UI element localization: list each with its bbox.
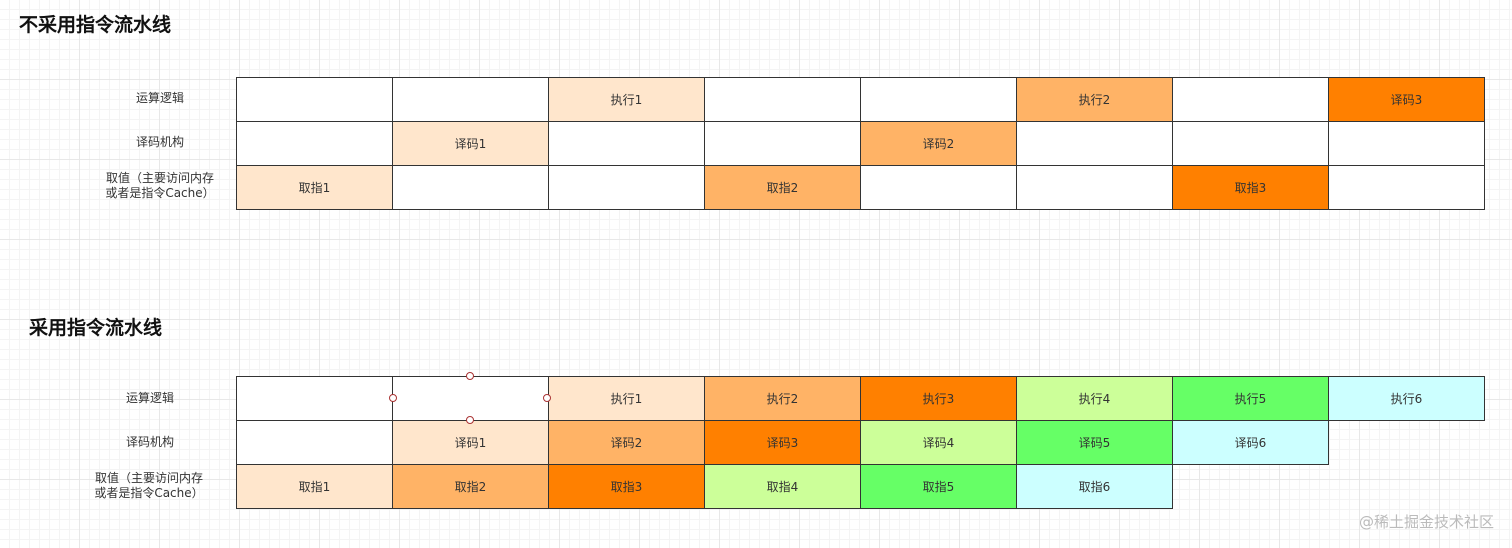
timeline-cell[interactable]: 取指4 <box>704 464 861 509</box>
section1-label-fetch-line1: 取值（主要访问内存 <box>105 171 214 185</box>
section2-timeline-grid: 执行1 执行2 执行3 执行4 执行5 执行6 译码1 译码2 译码3 译码4 译码5 译码6 取指1 取… <box>236 376 1485 509</box>
timeline-cell[interactable] <box>860 77 1017 122</box>
timeline-cell <box>1173 465 1329 509</box>
section2-label-decode: 译码机构 <box>125 435 174 449</box>
timeline-cell[interactable]: 译码3 <box>704 420 861 465</box>
timeline-cell[interactable]: 译码5 <box>1016 420 1173 465</box>
timeline-cell[interactable]: 执行2 <box>1016 77 1173 122</box>
timeline-cell[interactable] <box>236 376 393 421</box>
section1-label-fetch-line2: 或者是指令Cache） <box>105 186 215 200</box>
section2-label-fetch-line2: 或者是指令Cache） <box>94 486 204 500</box>
timeline-cell[interactable]: 取指5 <box>860 464 1017 509</box>
section1-label-fetch: 取值（主要访问内存 或者是指令Cache） <box>90 171 230 201</box>
timeline-cell[interactable] <box>236 420 393 465</box>
selection-handle-left[interactable] <box>389 394 397 402</box>
timeline-cell[interactable] <box>1016 165 1173 210</box>
timeline-cell[interactable] <box>1172 121 1329 166</box>
timeline-cell[interactable]: 译码4 <box>860 420 1017 465</box>
timeline-cell[interactable] <box>1172 77 1329 122</box>
timeline-cell[interactable] <box>236 121 393 166</box>
timeline-cell[interactable]: 执行5 <box>1172 376 1329 421</box>
selection-handle-right[interactable] <box>543 394 551 402</box>
timeline-cell[interactable]: 执行3 <box>860 376 1017 421</box>
timeline-cell[interactable] <box>392 165 549 210</box>
section2-label-exec: 运算逻辑 <box>125 391 174 405</box>
timeline-cell[interactable] <box>548 121 705 166</box>
timeline-cell[interactable] <box>392 77 549 122</box>
section2-title: 采用指令流水线 <box>29 317 163 339</box>
section1-label-exec: 运算逻辑 <box>135 91 184 105</box>
timeline-cell[interactable] <box>704 77 861 122</box>
timeline-cell[interactable]: 取指3 <box>548 464 705 509</box>
timeline-cell <box>1329 421 1485 465</box>
timeline-cell[interactable]: 执行1 <box>548 77 705 122</box>
timeline-cell[interactable]: 取指6 <box>1016 464 1173 509</box>
section2-label-fetch-line1: 取值（主要访问内存 <box>94 471 203 485</box>
timeline-cell[interactable]: 译码3 <box>1328 77 1485 122</box>
timeline-cell[interactable]: 译码6 <box>1172 420 1329 465</box>
timeline-cell[interactable] <box>704 121 861 166</box>
timeline-cell[interactable]: 译码1 <box>392 420 549 465</box>
watermark: @稀土掘金技术社区 <box>1358 513 1494 531</box>
timeline-cell <box>1329 465 1485 509</box>
timeline-cell[interactable]: 执行4 <box>1016 376 1173 421</box>
timeline-cell[interactable]: 取指2 <box>392 464 549 509</box>
timeline-cell[interactable] <box>1328 121 1485 166</box>
timeline-cell[interactable]: 取指2 <box>704 165 861 210</box>
timeline-cell[interactable] <box>860 165 1017 210</box>
timeline-cell[interactable] <box>1328 165 1485 210</box>
timeline-cell[interactable] <box>236 77 393 122</box>
timeline-cell[interactable]: 取指1 <box>236 165 393 210</box>
timeline-cell[interactable] <box>392 376 549 421</box>
timeline-cell[interactable]: 取指1 <box>236 464 393 509</box>
timeline-cell[interactable]: 执行2 <box>704 376 861 421</box>
section1-timeline-grid: 执行1 执行2 译码3 译码1 译码2 取指1 取指2 取指3 <box>236 77 1485 210</box>
section1-title: 不采用指令流水线 <box>19 14 172 36</box>
timeline-cell[interactable]: 取指3 <box>1172 165 1329 210</box>
selection-handle-bottom[interactable] <box>466 416 474 424</box>
timeline-cell[interactable] <box>548 165 705 210</box>
timeline-cell[interactable]: 译码2 <box>548 420 705 465</box>
section2-label-fetch: 取值（主要访问内存 或者是指令Cache） <box>79 471 219 501</box>
timeline-cell[interactable] <box>1016 121 1173 166</box>
section1-label-decode: 译码机构 <box>135 135 184 149</box>
timeline-cell[interactable]: 执行6 <box>1328 376 1485 421</box>
timeline-cell[interactable]: 译码2 <box>860 121 1017 166</box>
timeline-cell[interactable]: 译码1 <box>392 121 549 166</box>
timeline-cell[interactable]: 执行1 <box>548 376 705 421</box>
selection-handle-top[interactable] <box>466 372 474 380</box>
